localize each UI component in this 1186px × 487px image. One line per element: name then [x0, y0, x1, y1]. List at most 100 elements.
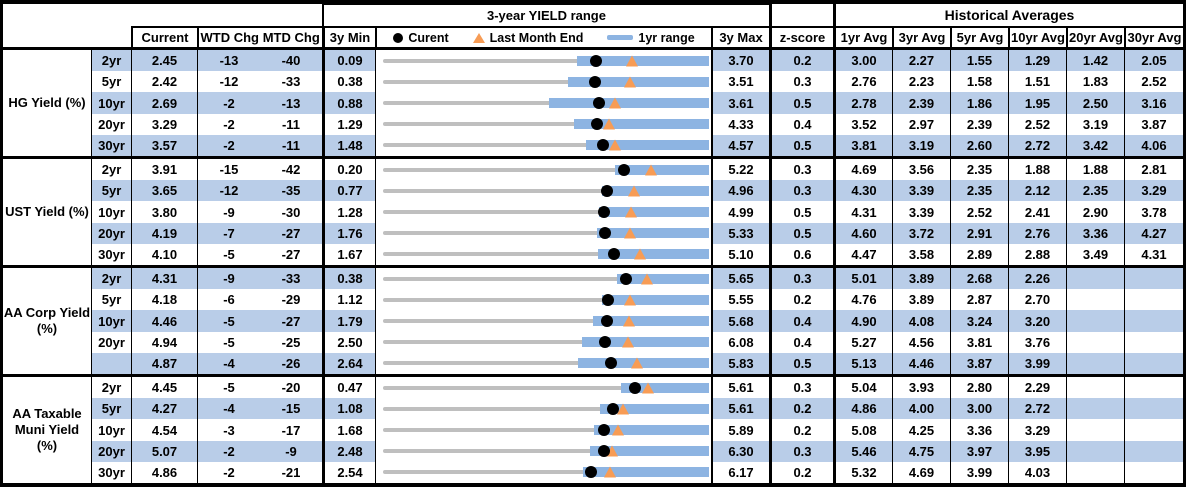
- 20yr-avg-cell: [1066, 268, 1124, 290]
- mtd-chg-cell: -30: [281, 204, 301, 220]
- 10yr-avg-cell: 2.52: [1008, 113, 1066, 135]
- current-dot: [598, 424, 611, 436]
- legend-item-1yr-range: 1yr range: [607, 31, 695, 45]
- 3y-min-cell: 0.47: [322, 377, 375, 399]
- 30yr-avg-cell: 2.05: [1124, 50, 1183, 72]
- current-cell: 4.18: [131, 289, 197, 311]
- 3y-min-cell: 0.38: [322, 71, 375, 93]
- 1yr-range-bar: [573, 119, 709, 130]
- table-row: 20yr 4.19 -7 -27 1.76 5.33 0.5 4.60 3.72 2.91 2.76…: [91, 222, 1183, 244]
- 20yr-avg-cell: 3.36: [1066, 222, 1124, 244]
- section-divider: [3, 374, 1183, 377]
- full-range-line: [383, 58, 709, 63]
- last-month-triangle: [623, 76, 636, 88]
- legend-item-current: Curent: [393, 31, 449, 45]
- current-cell: 3.80: [131, 201, 197, 223]
- 3y-max-cell: 3.51: [711, 71, 769, 93]
- 20yr-avg-cell: [1066, 310, 1124, 332]
- current-dot: [598, 227, 611, 240]
- last-month-triangle: [603, 118, 616, 130]
- section-rows: 2yr 3.91 -15 -42 0.20 5.22 0.3 4.69 3.56 2.35 1.88…: [91, 159, 1183, 266]
- range-plot: [383, 201, 709, 222]
- range-chart-cell: [375, 159, 711, 181]
- current-dot: [607, 248, 620, 261]
- range-chart-cell: [375, 134, 711, 157]
- full-range-line: [383, 340, 709, 345]
- 1yr-range-bar: [592, 316, 709, 326]
- 5yr-avg-cell: 3.81: [950, 331, 1008, 353]
- 5yr-avg-cell: 3.99: [950, 461, 1008, 484]
- 1yr-range-bar: [582, 337, 709, 348]
- zscore-cell: 0.2: [769, 461, 833, 484]
- wtd-chg-cell: -13: [197, 50, 260, 72]
- 5yr-avg-cell: 1.55: [950, 50, 1008, 72]
- 3yr-avg-cell: 3.93: [892, 377, 950, 399]
- 5yr-avg-cell: 3.00: [950, 398, 1008, 420]
- mtd-chg-cell: -20: [281, 380, 301, 396]
- range-plot: [383, 50, 709, 71]
- tenor-cell: 10yr: [91, 419, 131, 441]
- range-plot: [383, 332, 709, 353]
- 5yr-avg-cell: 2.52: [950, 201, 1008, 223]
- current-cell: 4.46: [131, 310, 197, 332]
- 3y-min-cell: 1.67: [322, 243, 375, 266]
- 1yr-range-bar: [597, 249, 709, 260]
- column-header-current: Current: [131, 26, 197, 47]
- full-range-line: [383, 385, 709, 390]
- mtd-chg-cell: -26: [260, 352, 322, 375]
- 30yr-avg-cell: [1124, 310, 1183, 332]
- column-header-1yr-avg: 1yr Avg: [833, 26, 892, 47]
- 3yr-avg-cell: 3.39: [892, 201, 950, 223]
- 10yr-avg-cell: 3.99: [1008, 352, 1066, 375]
- 10yr-avg-cell: 1.95: [1008, 92, 1066, 114]
- 5yr-avg-cell: 2.91: [950, 222, 1008, 244]
- 3yr-avg-cell: 3.56: [892, 159, 950, 181]
- header-label-spacer: [3, 26, 131, 47]
- 30yr-avg-cell: [1124, 461, 1183, 484]
- 10yr-avg-cell: 3.20: [1008, 310, 1066, 332]
- tenor-cell: 2yr: [91, 159, 131, 181]
- current-dot: [590, 54, 603, 67]
- 1yr-avg-cell: 4.69: [833, 159, 892, 181]
- section-4: AA Taxable Muni Yield (%) 2yr 4.45 -5 -20 0.4…: [3, 377, 1183, 484]
- 5yr-avg-cell: 3.24: [950, 310, 1008, 332]
- mtd-chg-cell: -27: [260, 310, 322, 332]
- current-cell: 3.57: [131, 134, 197, 157]
- full-range-line: [383, 449, 709, 454]
- 10yr-avg-cell: 1.29: [1008, 50, 1066, 72]
- 1yr-avg-cell: 2.78: [833, 92, 892, 114]
- 10yr-avg-cell: 3.76: [1008, 331, 1066, 353]
- 1yr-avg-cell: 5.04: [833, 377, 892, 399]
- current-dot: [589, 75, 602, 88]
- mtd-chg-cell: -27: [281, 246, 301, 262]
- header-column-row: Current WTD Chg MTD Chg 3y Min Curent La…: [3, 26, 1183, 47]
- current-cell: 2.69: [131, 92, 197, 114]
- table-row: 2yr 3.91 -15 -42 0.20 5.22 0.3 4.69 3.56 2.35 1.88…: [91, 159, 1183, 181]
- 3yr-avg-cell: 2.23: [892, 71, 950, 93]
- current-cell: 4.54: [131, 419, 197, 441]
- 3y-min-cell: 2.64: [322, 352, 375, 375]
- legend-last-month-label: Last Month End: [489, 30, 584, 45]
- 3y-min-cell: 0.09: [322, 50, 375, 72]
- 20yr-avg-cell: 3.49: [1066, 243, 1124, 266]
- tenor-cell: 5yr: [91, 398, 131, 420]
- current-dot: [600, 315, 613, 327]
- 10yr-avg-cell: 2.70: [1008, 289, 1066, 311]
- 1yr-range-bar: [599, 207, 709, 217]
- 30yr-avg-cell: 2.52: [1124, 71, 1183, 93]
- column-header-wtd: WTD Chg: [200, 30, 259, 45]
- mtd-chg-cell: -17: [281, 422, 301, 438]
- zscore-cell: 0.4: [769, 310, 833, 332]
- mtd-chg-cell: -11: [281, 116, 301, 132]
- full-range-line: [383, 252, 709, 257]
- range-plot: [383, 268, 709, 289]
- last-month-triangle-icon: [472, 32, 485, 43]
- current-dot: [593, 97, 606, 109]
- 1yr-range-bar: [620, 382, 709, 393]
- range-plot: [383, 159, 709, 180]
- wtd-chg-cell: -9: [197, 201, 260, 223]
- tenor-cell: [91, 352, 131, 375]
- historical-averages-title: Historical Averages: [833, 4, 1183, 26]
- 1yr-avg-cell: 4.30: [833, 180, 892, 202]
- wtd-chg-cell: -9: [197, 268, 260, 290]
